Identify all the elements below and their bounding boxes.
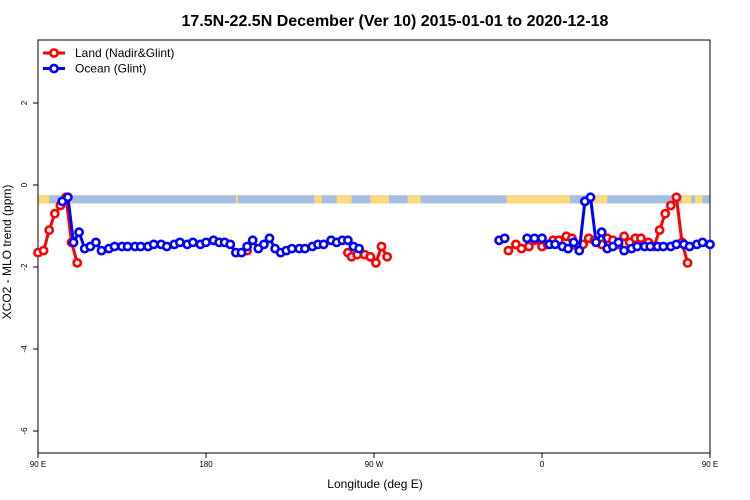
land-sea-strip	[38, 195, 710, 204]
legend-label: Land (Nadir&Glint)	[75, 46, 174, 60]
x-tick-label: 90 E	[702, 460, 718, 469]
x-tick-label: 90 W	[365, 460, 384, 469]
data-point	[529, 233, 540, 244]
data-point	[568, 237, 579, 248]
data-point	[671, 239, 682, 250]
data-point	[636, 233, 646, 244]
x-axis-label: Longitude (deg E)	[327, 477, 422, 491]
data-point	[632, 241, 643, 252]
data-point	[236, 247, 247, 258]
y-tick-label: -6	[20, 427, 29, 435]
x-tick-label: 90 E	[30, 460, 46, 469]
strip-land-5	[370, 195, 389, 204]
y-tick-label: 0	[20, 182, 29, 187]
data-point	[354, 243, 364, 254]
data-point	[74, 227, 84, 238]
data-point	[247, 235, 258, 246]
data-point	[619, 245, 629, 256]
strip-land-3	[314, 195, 322, 204]
data-point	[563, 243, 573, 254]
x-tick-label: 180	[199, 460, 213, 469]
data-point	[63, 192, 73, 203]
y-tick-label: -4	[20, 345, 29, 353]
data-point	[318, 239, 329, 250]
data-point	[524, 241, 534, 252]
x-axis: 90 E 180 90 W 0 90 E	[30, 453, 718, 469]
strip-land-6	[407, 195, 421, 204]
data-point	[613, 237, 624, 248]
data-point	[109, 241, 120, 252]
data-point	[68, 237, 79, 248]
legend-swatch-marker	[49, 63, 59, 74]
data-point	[660, 208, 671, 219]
data-point	[682, 257, 693, 268]
data-point	[382, 251, 392, 262]
data-point	[370, 257, 381, 268]
data-point	[187, 237, 198, 248]
y-tick-label: -2	[20, 263, 29, 271]
data-point	[591, 237, 601, 248]
data-point	[96, 245, 107, 256]
legend-swatch-marker	[49, 48, 59, 58]
data-point	[38, 245, 49, 256]
chart-title: 17.5N-22.5N December (Ver 10) 2015-01-01…	[182, 13, 609, 30]
data-point	[44, 225, 55, 235]
strip-land-11	[695, 195, 703, 204]
data-point	[574, 245, 585, 256]
strip-land-8	[528, 195, 570, 204]
strip-land-9	[588, 195, 608, 204]
data-point	[697, 237, 708, 248]
data-point	[658, 241, 669, 252]
data-point	[122, 241, 133, 252]
data-point	[619, 231, 629, 242]
data-point	[503, 245, 514, 256]
strip-land-10	[682, 195, 692, 204]
series-ocean	[57, 192, 715, 258]
legend-item: Land (Nadir&Glint)	[43, 46, 174, 60]
data-point	[596, 227, 607, 238]
legend: Land (Nadir&Glint) Ocean (Glint)	[43, 46, 174, 76]
strip-land-0	[38, 195, 50, 204]
y-axis-label: XCO2 - MLO trend (ppm)	[0, 185, 14, 320]
data-point	[49, 208, 60, 219]
data-point	[365, 251, 376, 262]
data-point	[174, 237, 185, 248]
data-point	[148, 239, 159, 250]
data-point	[537, 233, 547, 244]
y-tick-label: 2	[20, 100, 29, 105]
data-point	[585, 192, 596, 203]
data-point	[654, 225, 665, 235]
strip-land-2	[235, 195, 238, 204]
data-point	[499, 233, 510, 244]
data-point	[161, 241, 172, 252]
data-point	[342, 235, 353, 246]
data-point	[242, 241, 252, 252]
data-point	[264, 233, 275, 244]
strip-land-7	[506, 195, 529, 204]
y-axis: 2 0 -2 -4 -6	[20, 100, 38, 435]
series-group	[33, 192, 715, 268]
data-point	[705, 239, 715, 250]
data-point	[665, 200, 676, 211]
legend-label: Ocean (Glint)	[75, 62, 146, 76]
data-point	[258, 239, 269, 250]
x-tick-label: 0	[540, 460, 545, 469]
data-point	[201, 237, 211, 248]
data-point	[376, 241, 387, 252]
strip-land-4	[336, 195, 352, 204]
data-point	[299, 243, 310, 254]
data-point	[671, 192, 682, 203]
data-point	[91, 237, 101, 248]
data-point	[225, 239, 236, 250]
legend-item: Ocean (Glint)	[43, 62, 146, 76]
data-point	[72, 257, 83, 268]
